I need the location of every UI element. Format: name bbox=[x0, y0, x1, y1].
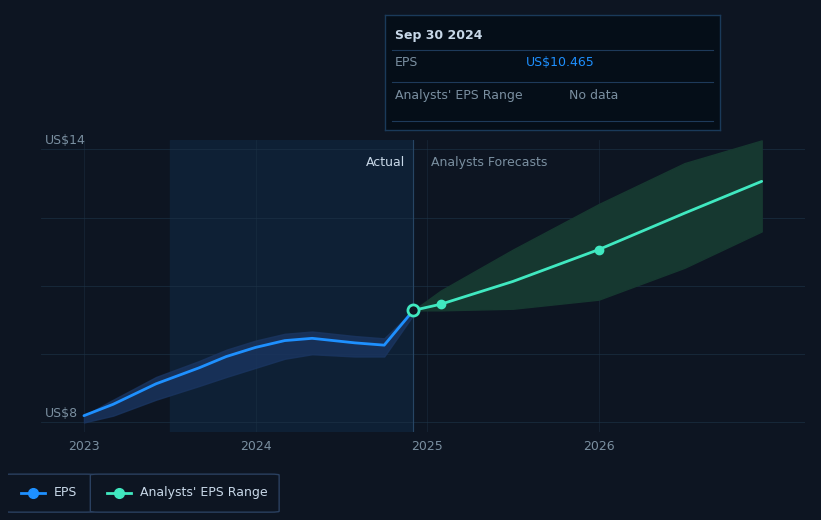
FancyBboxPatch shape bbox=[90, 474, 279, 512]
Text: EPS: EPS bbox=[53, 486, 76, 499]
Text: US$8: US$8 bbox=[44, 407, 78, 420]
Text: Analysts Forecasts: Analysts Forecasts bbox=[430, 157, 547, 170]
Bar bbox=[170, 140, 414, 432]
Text: Analysts' EPS Range: Analysts' EPS Range bbox=[395, 88, 523, 101]
Text: Analysts' EPS Range: Analysts' EPS Range bbox=[140, 486, 267, 499]
Text: Sep 30 2024: Sep 30 2024 bbox=[395, 29, 483, 42]
FancyBboxPatch shape bbox=[4, 474, 94, 512]
Text: EPS: EPS bbox=[395, 56, 419, 69]
Text: No data: No data bbox=[569, 88, 619, 101]
Text: Actual: Actual bbox=[365, 157, 405, 170]
Text: US$10.465: US$10.465 bbox=[525, 56, 594, 69]
Text: US$14: US$14 bbox=[44, 134, 85, 147]
